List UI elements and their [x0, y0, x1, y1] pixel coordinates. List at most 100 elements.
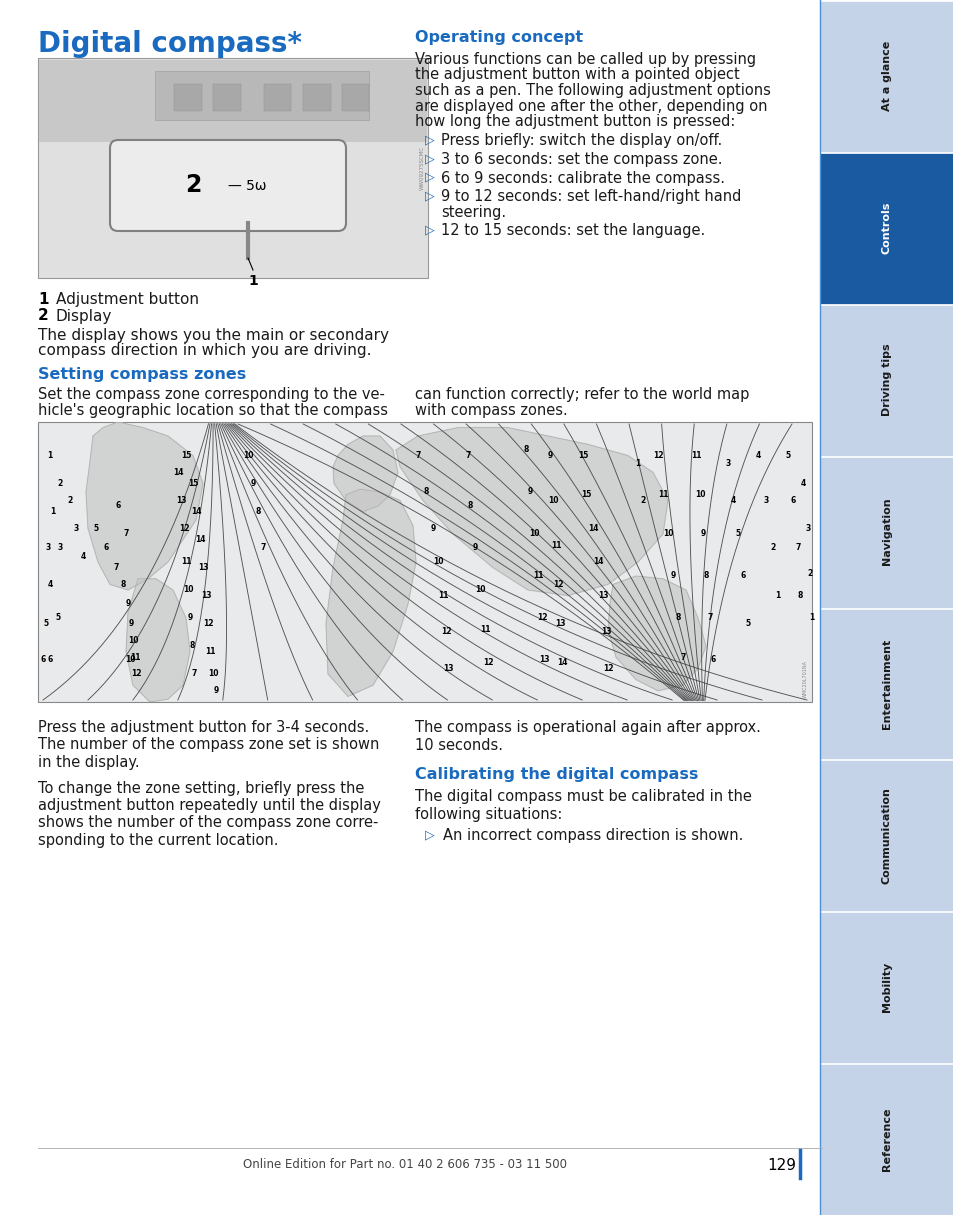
Text: 1: 1: [775, 592, 780, 600]
Polygon shape: [607, 576, 705, 691]
Text: 4: 4: [80, 552, 86, 561]
Text: 6: 6: [115, 502, 120, 510]
Text: 7: 7: [113, 563, 118, 572]
Text: 3: 3: [73, 524, 78, 533]
Text: 13: 13: [197, 563, 208, 572]
Text: 9: 9: [527, 487, 532, 497]
Text: 9: 9: [670, 571, 675, 581]
Bar: [38, 422, 811, 702]
Text: 12: 12: [537, 614, 547, 622]
Text: 2: 2: [639, 496, 645, 505]
Text: 15: 15: [580, 491, 591, 499]
Text: 10: 10: [208, 669, 218, 678]
Text: adjustment button repeatedly until the display: adjustment button repeatedly until the d…: [38, 798, 380, 813]
Bar: [820, 1, 953, 152]
Text: 5: 5: [735, 530, 740, 538]
Text: 1: 1: [808, 614, 814, 622]
Text: are displayed one after the other, depending on: are displayed one after the other, depen…: [415, 98, 767, 113]
Text: 9: 9: [472, 543, 477, 553]
Polygon shape: [333, 436, 397, 512]
Text: Digital compass*: Digital compass*: [38, 30, 302, 58]
Text: 1: 1: [635, 459, 640, 469]
Text: ▷: ▷: [424, 224, 435, 236]
Text: 9: 9: [700, 530, 705, 538]
Text: 7: 7: [706, 614, 712, 622]
Bar: [820, 153, 953, 304]
Text: 9 to 12 seconds: set left-hand/right hand: 9 to 12 seconds: set left-hand/right han…: [440, 190, 740, 204]
Text: 12: 12: [602, 663, 613, 673]
Text: The display shows you the main or secondary: The display shows you the main or second…: [38, 328, 389, 343]
Text: 12 to 15 seconds: set the language.: 12 to 15 seconds: set the language.: [440, 224, 704, 238]
Text: 13: 13: [442, 663, 453, 673]
Text: 6 to 9 seconds: calibrate the compass.: 6 to 9 seconds: calibrate the compass.: [440, 170, 724, 186]
Bar: [820, 609, 953, 759]
Text: 11: 11: [657, 491, 667, 499]
Text: 8: 8: [423, 487, 428, 497]
Text: with compass zones.: with compass zones.: [415, 402, 567, 418]
Polygon shape: [326, 490, 416, 696]
Text: 3: 3: [724, 459, 730, 469]
Text: 2: 2: [185, 174, 201, 198]
Text: 10: 10: [242, 451, 253, 460]
Text: 3: 3: [762, 496, 768, 505]
Text: ▷: ▷: [424, 134, 435, 147]
Text: 6: 6: [789, 496, 795, 505]
Text: 11: 11: [205, 648, 215, 656]
Text: 1: 1: [51, 507, 55, 516]
Text: ▷: ▷: [424, 190, 435, 202]
Text: 14: 14: [587, 524, 598, 533]
Text: 9: 9: [125, 599, 131, 609]
Text: 5: 5: [44, 620, 49, 628]
Text: sponding to the current location.: sponding to the current location.: [38, 833, 278, 848]
Bar: [39, 61, 427, 142]
Text: 11: 11: [437, 592, 448, 600]
Text: ▷: ▷: [424, 152, 435, 165]
Bar: [213, 84, 240, 111]
Text: 15: 15: [578, 451, 588, 460]
Text: 13: 13: [200, 592, 211, 600]
Text: Communication: Communication: [882, 787, 891, 883]
Text: 7: 7: [415, 451, 420, 460]
Text: 8: 8: [120, 580, 126, 589]
Text: At a glance: At a glance: [882, 41, 891, 111]
Text: 11: 11: [479, 625, 490, 634]
Text: 14: 14: [592, 558, 602, 566]
Text: 12: 12: [552, 580, 562, 589]
Text: 10: 10: [125, 656, 135, 665]
Text: 5: 5: [744, 620, 750, 628]
Text: steering.: steering.: [440, 204, 506, 220]
Text: 8: 8: [467, 502, 472, 510]
Bar: [820, 1064, 953, 1215]
FancyBboxPatch shape: [110, 140, 346, 231]
Text: 11: 11: [550, 541, 560, 549]
Text: 9: 9: [547, 451, 552, 460]
Text: 11: 11: [180, 558, 191, 566]
Text: 9: 9: [213, 686, 218, 695]
Text: shows the number of the compass zone corre-: shows the number of the compass zone cor…: [38, 815, 378, 831]
Text: 4: 4: [755, 451, 760, 460]
Text: Navigation: Navigation: [882, 498, 891, 565]
Text: 6: 6: [40, 656, 46, 665]
Text: 8: 8: [523, 446, 528, 454]
Text: Press briefly: switch the display on/off.: Press briefly: switch the display on/off…: [440, 134, 721, 148]
Text: 13: 13: [175, 496, 186, 505]
Text: 10: 10: [694, 491, 704, 499]
Text: compass direction in which you are driving.: compass direction in which you are drivi…: [38, 344, 371, 358]
Polygon shape: [86, 422, 203, 590]
Text: such as a pen. The following adjustment options: such as a pen. The following adjustment …: [415, 83, 770, 98]
Text: 1: 1: [38, 292, 49, 307]
Text: 4: 4: [48, 580, 52, 589]
Text: The compass is operational again after approx.: The compass is operational again after a…: [415, 720, 760, 735]
Text: 9: 9: [430, 524, 436, 533]
Text: 10: 10: [183, 586, 193, 594]
Text: 3: 3: [57, 543, 63, 553]
Text: 8: 8: [255, 507, 260, 516]
Text: 12: 12: [482, 659, 493, 667]
Text: 10: 10: [662, 530, 673, 538]
Text: 10: 10: [128, 635, 138, 645]
Text: 8: 8: [702, 571, 708, 581]
Text: 4: 4: [800, 479, 804, 488]
Polygon shape: [395, 428, 667, 595]
Text: 3: 3: [46, 543, 51, 553]
Text: 14: 14: [557, 659, 567, 667]
